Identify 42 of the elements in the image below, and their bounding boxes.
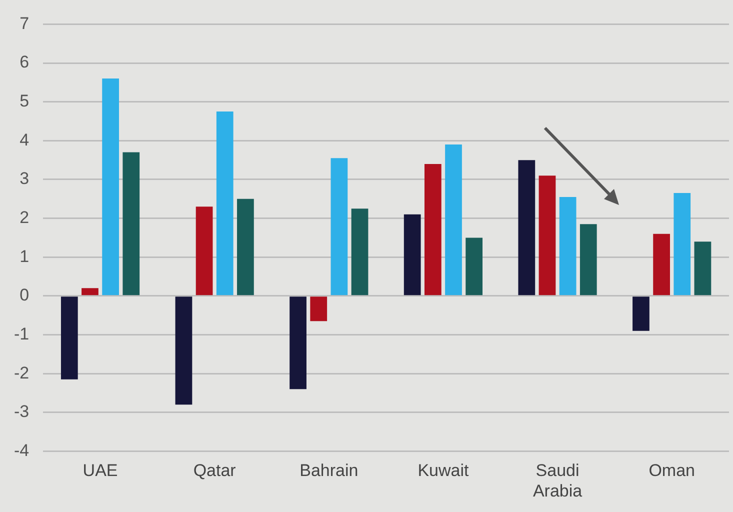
bar — [445, 144, 462, 296]
y-tick-label: 2 — [20, 208, 30, 227]
y-tick-label: 4 — [20, 130, 30, 150]
bar — [694, 242, 712, 296]
bar — [632, 296, 650, 331]
x-tick-label: Qatar — [193, 461, 236, 480]
x-tick-label: Saudi Arabia — [532, 461, 583, 500]
bar — [653, 234, 670, 296]
bar — [122, 152, 140, 296]
y-tick-label: -3 — [14, 402, 30, 422]
bar — [82, 288, 98, 296]
x-tick-label: UAE — [82, 461, 118, 480]
bar — [175, 296, 192, 405]
bar — [538, 176, 556, 296]
bar — [60, 296, 78, 380]
bar — [196, 206, 213, 296]
bar — [518, 160, 536, 296]
y-tick-label: 7 — [20, 14, 30, 33]
y-tick-label: 5 — [20, 92, 30, 111]
bar — [466, 238, 483, 296]
bar — [237, 198, 254, 296]
x-tick-label: Bahrain — [300, 461, 358, 480]
y-tick-label: -2 — [14, 363, 30, 382]
y-tick-label: -1 — [14, 324, 30, 344]
y-tick-label: 3 — [20, 169, 30, 188]
bar — [674, 193, 691, 296]
bar — [330, 158, 348, 296]
bar — [351, 208, 368, 296]
bar — [216, 112, 234, 296]
bar — [102, 78, 119, 296]
x-tick-label: Oman — [648, 461, 695, 480]
bar — [559, 196, 576, 296]
y-tick-label: 0 — [20, 286, 30, 305]
bar — [310, 296, 328, 322]
bar — [424, 164, 442, 296]
bar — [290, 296, 306, 390]
bar — [404, 214, 421, 296]
y-tick-label: 6 — [20, 52, 30, 72]
x-tick-label: Kuwait — [418, 461, 469, 480]
y-tick-label: 1 — [20, 246, 30, 266]
bar — [580, 224, 597, 296]
y-tick-label: -4 — [14, 440, 30, 460]
